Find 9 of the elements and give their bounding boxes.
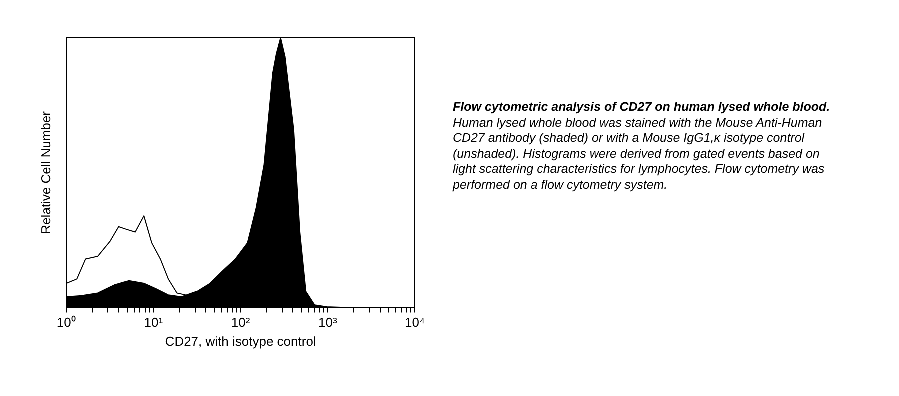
y-axis-title: Relative Cell Number bbox=[38, 110, 54, 234]
text: Human lysed whole blood was stained with the Mouse Anti-Human CD27 antibody (shaded) or with a Mouse IgG1,κ isotype control (unshaded). Histograms were derived from gated events based on light scattering characteristics for lymphocytes. Flow cytometry was performed on a flow cytometry system. bbox=[453, 116, 825, 192]
x-axis-title: CD27, with isotype control bbox=[165, 334, 316, 349]
x-tick-label: 10³ bbox=[318, 315, 338, 330]
x-tick-label: 10⁴ bbox=[404, 315, 426, 330]
x-tick-label: 10¹ bbox=[144, 315, 164, 330]
x-tick-label: 10² bbox=[231, 315, 251, 330]
text: Flow cytometric analysis of CD27 on human lysed whole blood. bbox=[453, 100, 830, 114]
x-tick-label: 10⁰ bbox=[56, 315, 76, 330]
